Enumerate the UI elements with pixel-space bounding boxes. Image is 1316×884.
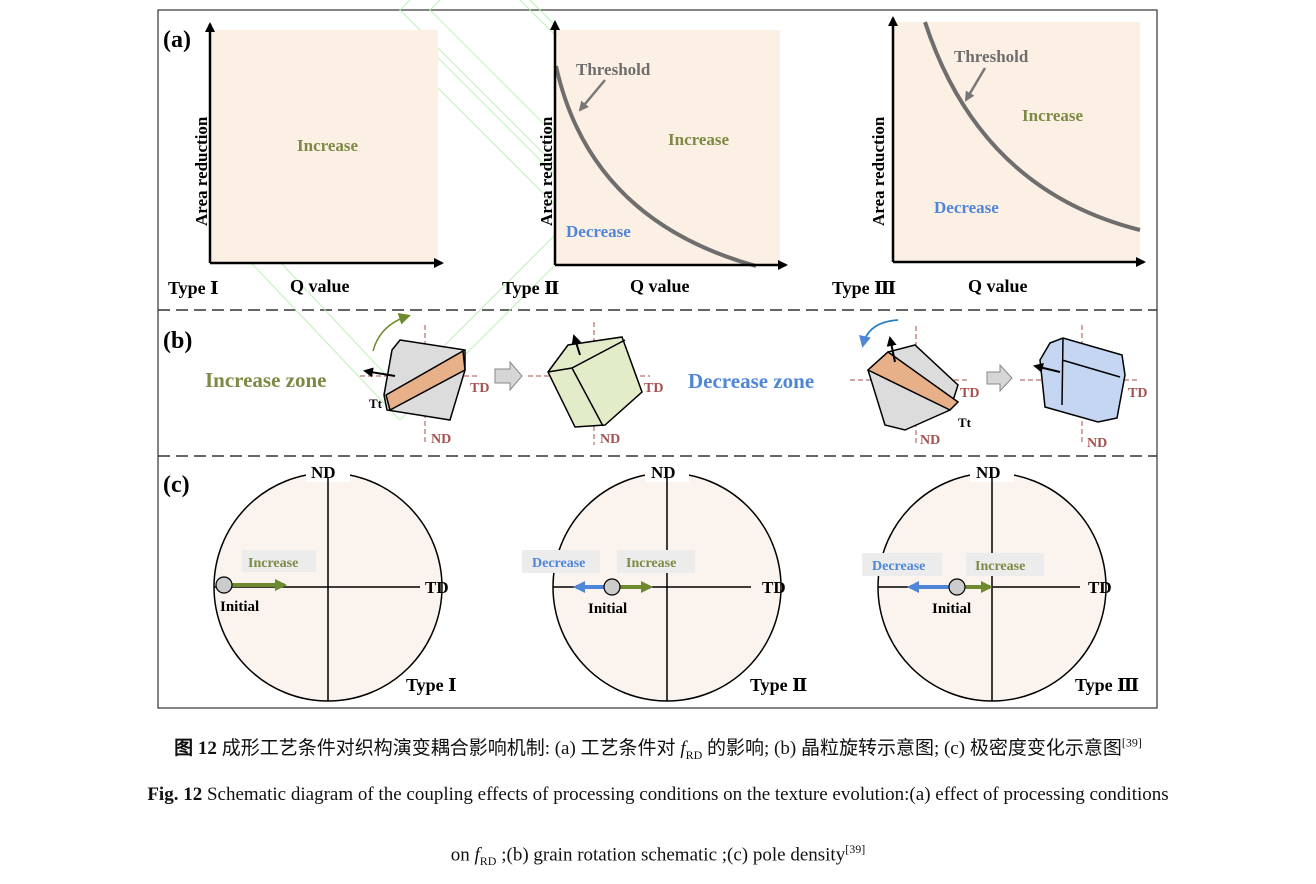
threshold-curve <box>923 21 1141 232</box>
f-subscript: RD <box>479 854 497 869</box>
reference: [39] <box>845 842 866 856</box>
increase-label: Increase <box>297 136 359 155</box>
pole-figure-type-2: ND TD Decrease Increase Initial Type Ⅱ <box>522 460 807 702</box>
initial-label: Initial <box>932 601 971 617</box>
type-label: Type Ⅲ <box>832 278 896 298</box>
twin-label: Tt <box>958 415 972 430</box>
rotation-arrow-icon <box>859 319 899 348</box>
panel-c-label: (c) <box>163 472 190 498</box>
plot-type-3: Threshold Area reduction Q value Type Ⅲ … <box>832 16 1146 298</box>
caption-english-line-2: on fRD ;(b) grain rotation schematic ;(c… <box>0 842 1316 869</box>
type-label: Type Ⅱ <box>750 675 807 695</box>
x-axis-label: Q value <box>968 276 1028 296</box>
caption-en-text: on <box>450 844 475 866</box>
threshold-label: Threshold <box>576 60 651 79</box>
caption-cn-text: 成形工艺条件对织构演变耦合影响机制: (a) 工艺条件对 <box>216 738 681 759</box>
type-label: Type Ⅱ <box>502 278 559 298</box>
y-axis-label: Area reduction <box>192 116 211 226</box>
grain-increase-after: TD ND <box>528 322 663 447</box>
nd-label: ND <box>1087 436 1107 451</box>
nd-label: ND <box>976 463 1001 482</box>
nd-label: ND <box>920 433 940 448</box>
nd-label: ND <box>311 463 336 482</box>
transition-arrow-icon <box>494 360 523 392</box>
caption-cn-label: 图 12 <box>174 738 217 759</box>
f-symbol: f <box>474 844 480 866</box>
y-axis-label: Area reduction <box>869 116 888 226</box>
nd-label: ND <box>431 432 451 447</box>
plot-type-2: Threshold Area reduction Q value Type Ⅱ … <box>502 20 788 298</box>
td-label: TD <box>470 381 489 396</box>
caption-en-text: ;(b) grain rotation schematic ;(c) pole … <box>496 844 846 866</box>
x-axis-label: Q value <box>630 276 690 296</box>
rotation-arrow-icon <box>372 313 411 352</box>
caption-cn-text: 的影响; (b) 晶粒旋转示意图; (c) 极密度变化示意图 <box>702 738 1122 759</box>
grain-increase-before: Tt TD ND <box>360 313 489 447</box>
initial-pole-icon <box>215 576 233 594</box>
caption-en-text: Schematic diagram of the coupling effect… <box>202 784 1169 805</box>
type-label: Type Ⅰ <box>168 278 219 298</box>
caption-en-label: Fig. 12 <box>147 784 203 805</box>
td-label: TD <box>960 386 979 401</box>
td-label: TD <box>425 578 449 597</box>
decrease-zone-label: Decrease zone <box>688 369 814 393</box>
decrease-label: Decrease <box>872 559 925 574</box>
f-subscript: RD <box>685 747 703 762</box>
pole-figure-type-1: ND TD Increase Initial Type Ⅰ <box>213 462 457 702</box>
x-axis-label: Q value <box>290 276 350 296</box>
decrease-label: Decrease <box>532 556 585 571</box>
initial-pole-icon <box>603 578 621 596</box>
td-label: TD <box>762 578 786 597</box>
td-label: TD <box>1088 578 1112 597</box>
caption-english-line-1: Fig. 12 Schematic diagram of the couplin… <box>0 784 1316 806</box>
threshold-arrow <box>964 67 987 102</box>
td-label: TD <box>644 381 663 396</box>
type-label: Type Ⅰ <box>406 675 457 695</box>
y-axis-label: Area reduction <box>537 116 556 226</box>
transition-arrow-icon <box>986 363 1013 393</box>
initial-pole-icon <box>948 578 966 596</box>
twin-label: Tt <box>369 396 383 411</box>
increase-label: Increase <box>626 556 676 571</box>
increase-label: Increase <box>668 130 730 149</box>
type-label: Type Ⅲ <box>1075 675 1139 695</box>
grain-decrease-before: TD ND Tt <box>850 319 979 448</box>
threshold-label: Threshold <box>954 47 1029 66</box>
reference: [39] <box>1121 735 1142 750</box>
grain-decrease-after: TD ND <box>1020 325 1147 451</box>
f-symbol: f <box>680 738 686 759</box>
td-label: TD <box>1128 386 1147 401</box>
increase-label: Increase <box>975 559 1025 574</box>
decrease-label: Decrease <box>934 198 999 217</box>
panel-a-label: (a) <box>163 27 191 53</box>
plot-type-1: Area reduction Q value Type Ⅰ Increase <box>168 22 444 298</box>
nd-label: ND <box>651 463 676 482</box>
initial-label: Initial <box>220 599 259 615</box>
increase-label: Increase <box>1022 106 1084 125</box>
pole-figure-type-3: ND TD Decrease Increase Initial Type Ⅲ <box>862 460 1139 702</box>
caption-chinese: 图 12 成形工艺条件对织构演变耦合影响机制: (a) 工艺条件对 fRD 的影… <box>0 733 1316 763</box>
decrease-label: Decrease <box>566 222 631 241</box>
threshold-arrow <box>578 79 606 112</box>
initial-label: Initial <box>588 601 627 617</box>
increase-label: Increase <box>248 556 298 571</box>
threshold-curve <box>554 65 757 268</box>
nd-label: ND <box>600 432 620 447</box>
panel-b-label: (b) <box>163 328 192 354</box>
increase-zone-label: Increase zone <box>205 368 327 392</box>
